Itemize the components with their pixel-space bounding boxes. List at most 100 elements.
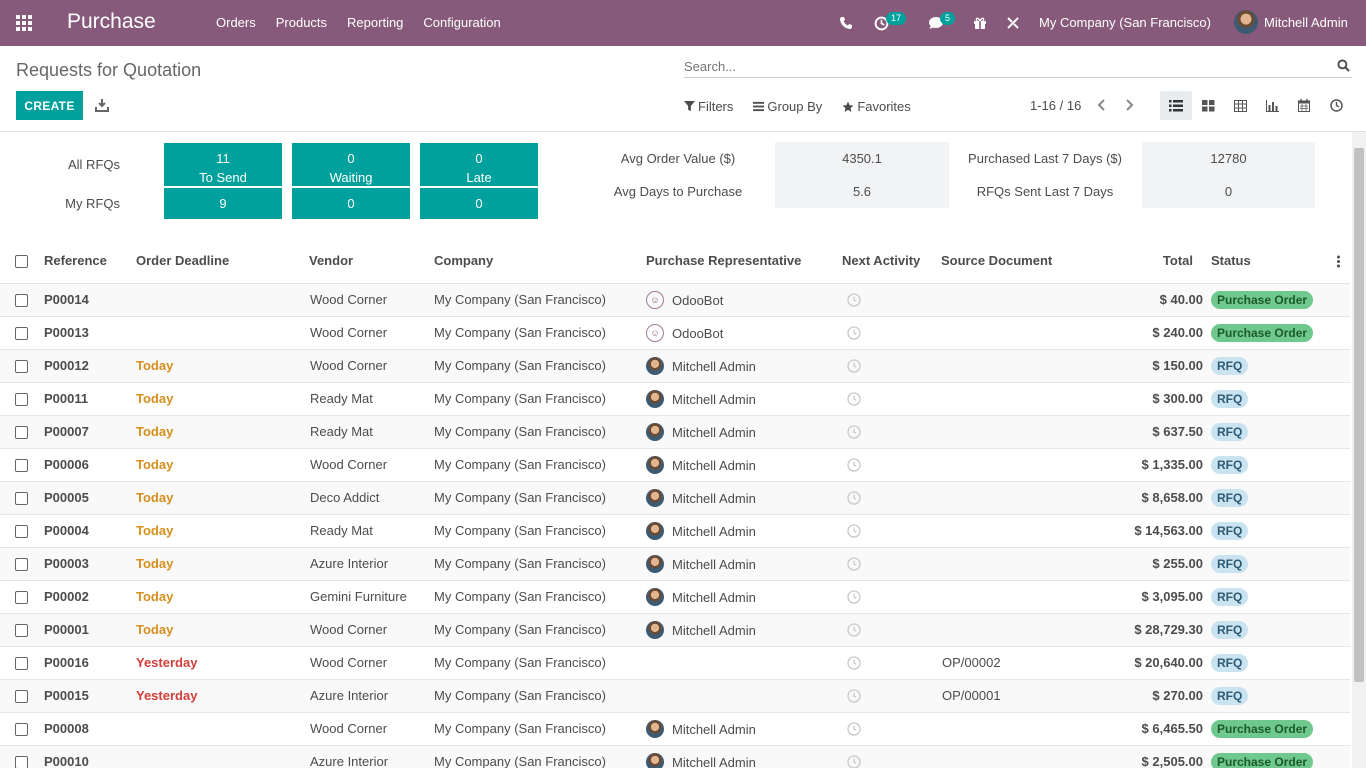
search-input[interactable] [684,56,1324,76]
activity-clock-icon[interactable] [847,326,861,340]
company-switcher[interactable]: My Company (San Francisco) [1039,15,1211,30]
debug-tools-icon[interactable] [1006,0,1020,46]
activity-clock-icon[interactable] [847,524,861,538]
activity-clock-icon[interactable] [847,425,861,439]
graph-view-button[interactable] [1256,91,1288,120]
calendar-view-button[interactable] [1288,91,1320,120]
pager-value[interactable]: 1-16 / 16 [1030,98,1082,113]
phone-icon[interactable] [839,0,853,46]
col-next-activity[interactable]: Next Activity [842,253,921,268]
scrollbar-thumb[interactable] [1354,148,1364,682]
row-checkbox[interactable] [15,756,28,768]
row-checkbox[interactable] [15,657,28,670]
status-badge: Purchase Order [1211,291,1314,309]
groupby-button[interactable]: Group By [753,99,822,114]
app-menu-icon[interactable] [16,15,34,31]
pager-next-icon[interactable] [1122,97,1136,113]
user-menu[interactable]: Mitchell Admin [1234,10,1348,34]
menu-products[interactable]: Products [275,15,328,30]
download-icon[interactable] [95,98,109,112]
list-view-button[interactable] [1160,91,1192,120]
activity-clock-icon[interactable] [847,293,861,307]
row-checkbox[interactable] [15,459,28,472]
row-checkbox[interactable] [15,525,28,538]
row-checkbox[interactable] [15,360,28,373]
tile-my-late[interactable]: 0 [420,188,538,219]
activity-clock-icon[interactable] [847,458,861,472]
table-row[interactable]: P00001 Today Wood Corner My Company (San Fr… [0,614,1350,647]
tile-my-waiting[interactable]: 0 [292,188,410,219]
activity-clock-icon[interactable] [847,656,861,670]
tile-my-to-send[interactable]: 9 [164,188,282,219]
col-company[interactable]: Company [434,253,494,268]
menu-orders[interactable]: Orders [216,15,256,30]
row-checkbox[interactable] [15,393,28,406]
select-all-checkbox[interactable] [15,255,28,268]
activity-clock-icon[interactable] [847,689,861,703]
table-row[interactable]: P00012 Today Wood Corner My Company (San Fr… [0,350,1350,383]
col-total[interactable]: Total [1162,253,1193,268]
kanban-view-button[interactable] [1192,91,1224,120]
table-row[interactable]: P00011 Today Ready Mat My Company (San Fran… [0,383,1350,416]
activity-clock-icon[interactable] [847,722,861,736]
table-row[interactable]: P00008 Wood Corner My Company (San Francis… [0,713,1350,746]
activity-clock-icon[interactable] [847,755,861,768]
row-checkbox[interactable] [15,690,28,703]
scrollbar[interactable] [1352,132,1366,768]
order-deadline: Today [136,424,174,439]
row-checkbox[interactable] [15,426,28,439]
table-row[interactable]: P00003 Today Azure Interior My Company (San… [0,548,1350,581]
table-row[interactable]: P00014 Wood Corner My Company (San Francis… [0,284,1350,317]
bar-chart-icon [1265,99,1279,112]
table-row[interactable]: P00013 Wood Corner My Company (San Francis… [0,317,1350,350]
activity-clock-icon[interactable] [847,590,861,604]
row-checkbox[interactable] [15,492,28,505]
filters-button[interactable]: Filters [684,99,733,114]
col-reference[interactable]: Reference [44,253,107,268]
col-purchase-representative[interactable]: Purchase Representative [646,253,802,268]
rfqs-sent-7-days-value: 0 [1142,175,1315,208]
activity-clock-icon[interactable] [847,359,861,373]
pivot-view-button[interactable] [1224,91,1256,120]
app-brand[interactable]: Purchase [67,10,156,33]
favorites-button[interactable]: Favorites [842,99,911,114]
pager-previous-icon[interactable] [1095,97,1109,113]
messages-icon[interactable] [928,0,944,46]
menu-configuration[interactable]: Configuration [423,15,501,30]
table-row[interactable]: P00007 Today Ready Mat My Company (San Fran… [0,416,1350,449]
activity-clock-icon[interactable] [847,623,861,637]
row-checkbox[interactable] [15,591,28,604]
activity-clock-icon[interactable] [847,557,861,571]
row-checkbox[interactable] [15,624,28,637]
company: My Company (San Francisco) [434,457,606,472]
activity-clock-icon[interactable] [874,0,889,46]
optional-columns-icon[interactable] [1336,255,1341,268]
create-button[interactable]: CREATE [16,91,83,120]
table-row[interactable]: P00005 Today Deco Addict My Company (San Fr… [0,482,1350,515]
activity-view-button[interactable] [1320,91,1352,120]
col-status[interactable]: Status [1211,253,1251,268]
row-checkbox[interactable] [15,294,28,307]
tile-waiting[interactable]: 0 Waiting [292,143,410,186]
table-row[interactable]: P00002 Today Gemini Furniture My Company (S… [0,581,1350,614]
tile-late[interactable]: 0 Late [420,143,538,186]
col-vendor[interactable]: Vendor [309,253,354,268]
search-icon[interactable] [1337,59,1350,72]
tile-to-send[interactable]: 11 To Send [164,143,282,186]
status-badge: RFQ [1211,621,1249,639]
col-source-document[interactable]: Source Document [941,253,1053,268]
table-row[interactable]: P00004 Today Ready Mat My Company (San Fran… [0,515,1350,548]
row-checkbox[interactable] [15,558,28,571]
activity-clock-icon[interactable] [847,491,861,505]
row-checkbox[interactable] [15,327,28,340]
table-row[interactable]: P00015 Yesterday Azure Interior My Company … [0,680,1350,713]
activity-clock-icon[interactable] [847,392,861,406]
menu-reporting[interactable]: Reporting [347,15,404,30]
row-checkbox[interactable] [15,723,28,736]
status-badge: RFQ [1211,654,1249,672]
gift-icon[interactable] [973,0,987,46]
table-row[interactable]: P00016 Yesterday Wood Corner My Company (Sa… [0,647,1350,680]
col-order-deadline[interactable]: Order Deadline [136,253,230,268]
table-row[interactable]: P00006 Today Wood Corner My Company (San Fr… [0,449,1350,482]
table-row[interactable]: P00010 Azure Interior My Company (San Fran… [0,746,1350,768]
